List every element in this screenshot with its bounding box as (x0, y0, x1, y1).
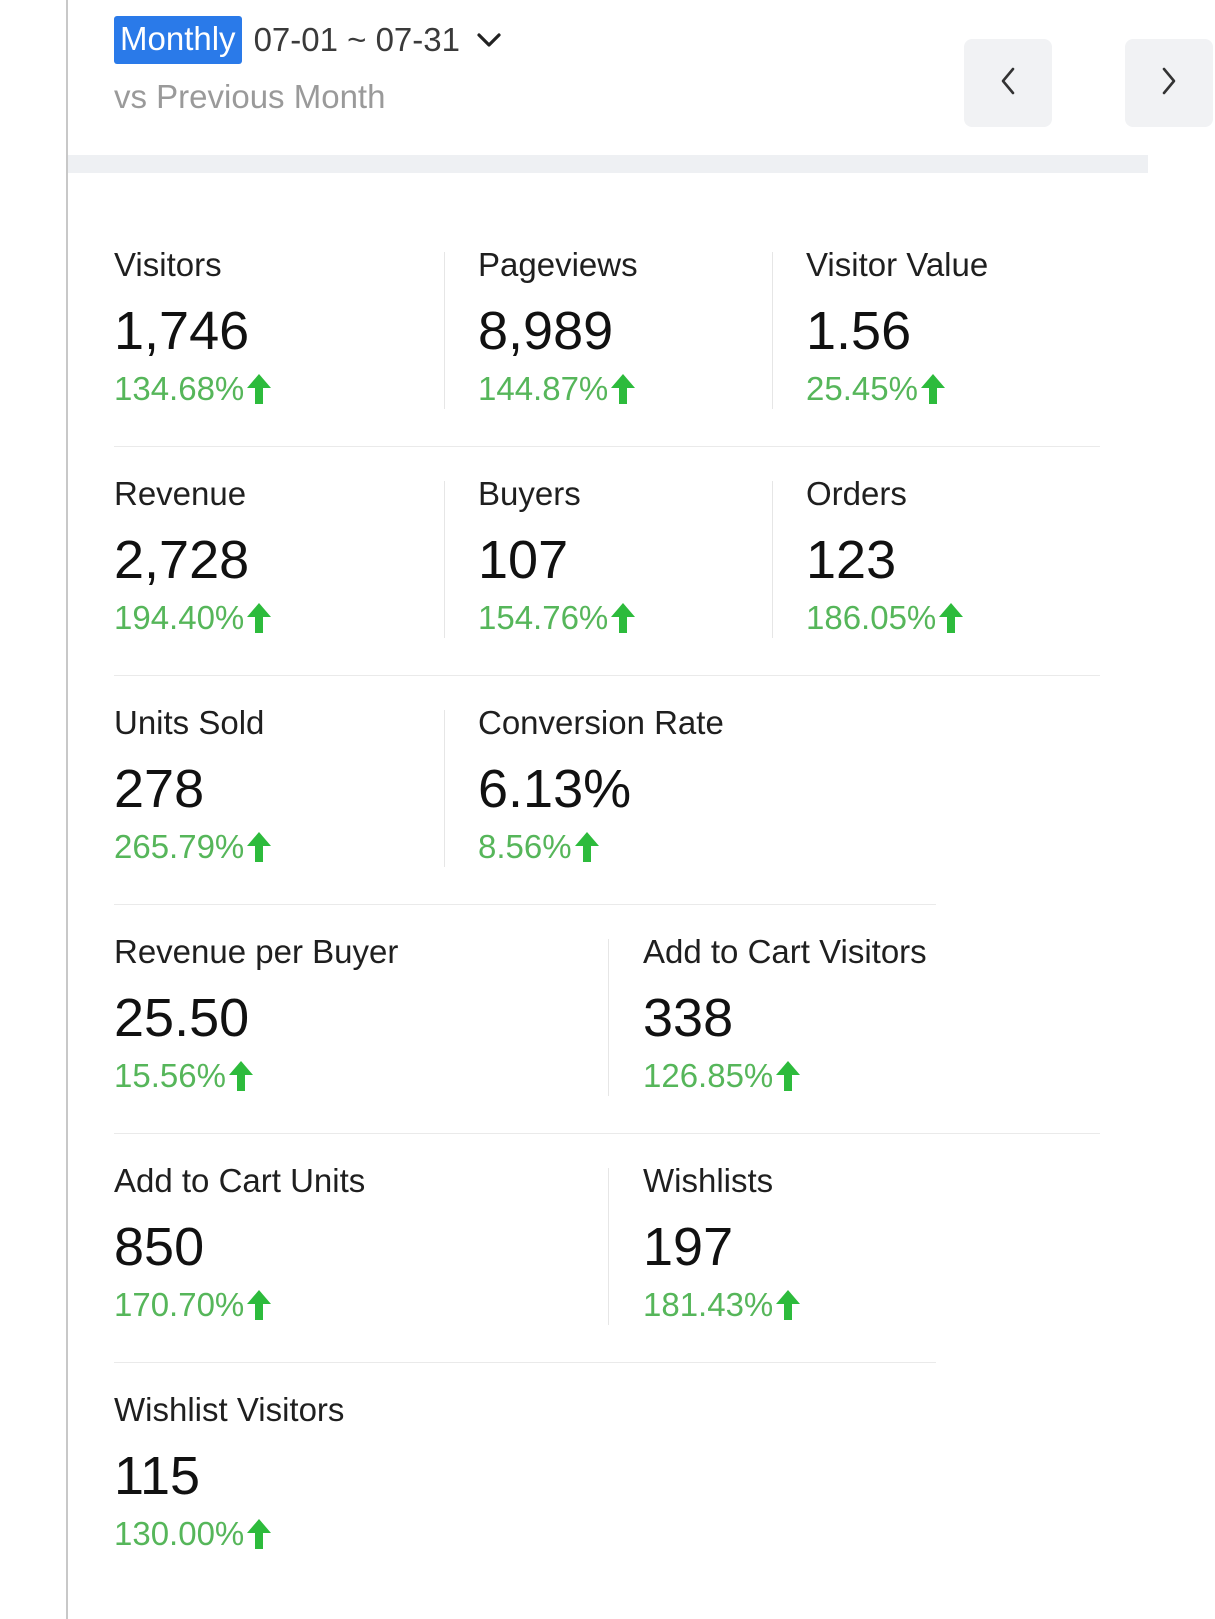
metric-wishlists[interactable]: Wishlists 197 181.43% (643, 1161, 801, 1325)
metric-value: 25.50 (114, 988, 250, 1048)
previous-period-button[interactable] (964, 39, 1052, 127)
metric-label: Add to Cart Units (114, 1162, 366, 1199)
metric-label: Add to Cart Visitors (643, 933, 927, 970)
left-border (66, 0, 68, 1619)
metric-add-to-cart-visitors[interactable]: Add to Cart Visitors 338 126.85% (643, 932, 927, 1096)
arrow-up-icon (775, 1060, 801, 1092)
metric-visitor-value[interactable]: Visitor Value 1.56 25.45% (806, 245, 988, 409)
metric-change: 126.85% (643, 1056, 927, 1096)
arrow-up-icon (246, 373, 272, 405)
arrow-up-icon (246, 831, 272, 863)
metric-change: 265.79% (114, 827, 272, 867)
metric-label: Orders (806, 475, 907, 512)
metric-change: 170.70% (114, 1285, 365, 1325)
metric-value: 197 (643, 1217, 734, 1277)
chevron-right-icon (1160, 66, 1178, 101)
metric-change: 134.68% (114, 369, 272, 409)
metric-value: 123 (806, 530, 897, 590)
metric-value: 115 (114, 1446, 201, 1506)
date-range[interactable]: 07-01 ~ 07-31 (253, 21, 460, 58)
section-divider (68, 155, 1148, 173)
column-divider (444, 710, 445, 867)
metric-label: Revenue (114, 475, 247, 512)
metric-change: 25.45% (806, 369, 988, 409)
column-divider (608, 939, 609, 1096)
metric-value: 1.56 (806, 301, 912, 361)
arrow-up-icon (574, 831, 600, 863)
arrow-up-icon (228, 1060, 254, 1092)
metric-units-sold[interactable]: Units Sold 278 265.79% (114, 703, 272, 867)
metric-conversion-rate[interactable]: Conversion Rate 6.13% 8.56% (478, 703, 724, 867)
arrow-up-icon (610, 373, 636, 405)
metric-label: Wishlist Visitors (114, 1391, 345, 1428)
row-divider (114, 446, 1100, 447)
arrow-up-icon (920, 373, 946, 405)
metric-change: 186.05% (806, 598, 964, 638)
chevron-left-icon (999, 66, 1017, 101)
period-selector[interactable]: Monthly 07-01 ~ 07-31 (114, 14, 1114, 66)
column-divider (772, 481, 773, 638)
metric-label: Wishlists (643, 1162, 774, 1199)
metric-value: 8,989 (478, 301, 614, 361)
arrow-up-icon (246, 1518, 272, 1550)
metric-value: 2,728 (114, 530, 250, 590)
chevron-down-icon[interactable] (476, 27, 502, 53)
arrow-up-icon (246, 1289, 272, 1321)
metric-change: 194.40% (114, 598, 272, 638)
metric-value: 278 (114, 759, 205, 819)
metric-value: 1,746 (114, 301, 250, 361)
metric-change: 15.56% (114, 1056, 398, 1096)
arrow-up-icon (610, 602, 636, 634)
metric-change: 130.00% (114, 1514, 344, 1554)
row-divider (114, 904, 936, 905)
metric-revenue[interactable]: Revenue 2,728 194.40% (114, 474, 272, 638)
metric-visitors[interactable]: Visitors 1,746 134.68% (114, 245, 272, 409)
metric-label: Visitor Value (806, 246, 989, 283)
metric-pageviews[interactable]: Pageviews 8,989 144.87% (478, 245, 638, 409)
metric-value: 6.13% (478, 759, 632, 819)
header: Monthly 07-01 ~ 07-31 vs Previous Month (114, 14, 1213, 144)
arrow-up-icon (938, 602, 964, 634)
metric-change: 144.87% (478, 369, 638, 409)
metric-add-to-cart-units[interactable]: Add to Cart Units 850 170.70% (114, 1161, 365, 1325)
comparison-label: vs Previous Month (114, 78, 386, 115)
metric-value: 850 (114, 1217, 205, 1277)
metric-value: 338 (643, 988, 734, 1048)
column-divider (444, 481, 445, 638)
metric-wishlist-visitors[interactable]: Wishlist Visitors 115 130.00% (114, 1390, 344, 1554)
metric-change: 154.76% (478, 598, 636, 638)
next-period-button[interactable] (1125, 39, 1213, 127)
metric-change: 8.56% (478, 827, 724, 867)
metric-revenue-per-buyer[interactable]: Revenue per Buyer 25.50 15.56% (114, 932, 398, 1096)
arrow-up-icon (775, 1289, 801, 1321)
arrow-up-icon (246, 602, 272, 634)
metric-change: 181.43% (643, 1285, 801, 1325)
metric-label: Pageviews (478, 246, 638, 283)
row-divider (114, 675, 1100, 676)
row-divider (114, 1362, 936, 1363)
metric-value: 107 (478, 530, 569, 590)
metric-label: Units Sold (114, 704, 265, 741)
metric-label: Visitors (114, 246, 222, 283)
metric-label: Revenue per Buyer (114, 933, 399, 970)
metric-buyers[interactable]: Buyers 107 154.76% (478, 474, 636, 638)
row-divider (114, 1133, 1100, 1134)
column-divider (608, 1168, 609, 1325)
column-divider (772, 252, 773, 409)
metric-orders[interactable]: Orders 123 186.05% (806, 474, 964, 638)
metric-label: Buyers (478, 475, 581, 512)
metric-label: Conversion Rate (478, 704, 724, 741)
period-badge[interactable]: Monthly (114, 16, 242, 64)
column-divider (444, 252, 445, 409)
